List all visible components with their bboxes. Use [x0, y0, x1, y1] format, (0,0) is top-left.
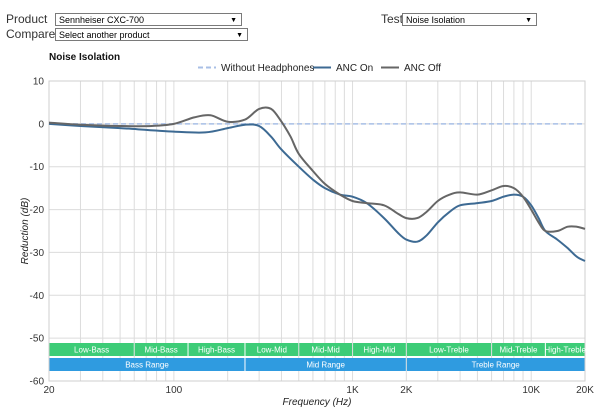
x-tick-label: 20: [43, 385, 55, 396]
legend-item-label: ANC Off: [404, 63, 441, 74]
plot-area-border: [48, 80, 586, 382]
band-low-bass: [49, 343, 134, 356]
band-label: Treble Range: [472, 361, 521, 370]
band-label: Mid Range: [306, 361, 345, 370]
band-treble-range: [406, 358, 585, 371]
band-label: Mid-Bass: [144, 346, 177, 355]
band-label: Mid-Treble: [500, 346, 538, 355]
product-select-value: Sennheiser CXC-700: [59, 15, 145, 25]
product-label: Product: [6, 12, 48, 26]
x-tick-label: 100: [166, 385, 183, 396]
series-line-anc-off: [48, 106, 586, 233]
band-bass-range: [49, 358, 245, 371]
y-tick-label: -30: [30, 248, 45, 259]
chevron-down-icon: ▼: [230, 17, 237, 24]
band-mid-bass: [134, 343, 188, 356]
x-tick-label: 2K: [400, 385, 413, 396]
test-select[interactable]: Noise Isolation ▼: [402, 13, 537, 26]
test-select-value: Noise Isolation: [406, 15, 466, 25]
band-mid-treble: [492, 343, 545, 356]
y-tick-label: -20: [30, 205, 45, 216]
band-mid-range: [245, 358, 406, 371]
x-tick-label: 20K: [576, 385, 594, 396]
y-tick-label: -10: [30, 162, 45, 173]
band-high-bass: [188, 343, 245, 356]
band-low-treble: [406, 343, 492, 356]
product-select[interactable]: Sennheiser CXC-700 ▼: [55, 13, 242, 26]
chart-title: Noise Isolation: [49, 52, 121, 63]
chevron-down-icon: ▼: [525, 17, 532, 24]
band-label: High-Mid: [363, 346, 395, 355]
legend-item-label: ANC On: [336, 63, 373, 74]
band-high-mid: [353, 343, 406, 356]
y-axis-label: Reduction (dB): [20, 198, 31, 265]
x-tick-label: 10K: [522, 385, 540, 396]
test-label: Test: [381, 12, 404, 26]
compare-label: Compare: [6, 27, 56, 41]
compare-select[interactable]: Select another product ▼: [55, 28, 248, 41]
chevron-down-icon: ▼: [236, 32, 243, 39]
band-label: High-Bass: [198, 346, 235, 355]
band-low-mid: [245, 343, 299, 356]
band-mid-mid: [299, 343, 353, 356]
band-high-treble: [545, 343, 585, 356]
y-tick-label: -50: [30, 334, 45, 345]
band-label: Low-Mid: [257, 346, 287, 355]
x-tick-label: 1K: [346, 385, 359, 396]
y-tick-label: -60: [30, 377, 45, 388]
series-line-anc-on: [48, 122, 586, 262]
band-label: Bass Range: [125, 361, 169, 370]
band-label: High-Treble: [544, 346, 586, 355]
y-tick-label: 10: [33, 77, 45, 88]
band-label: Mid-Mid: [311, 346, 339, 355]
band-label: Low-Bass: [74, 346, 109, 355]
band-label: Low-Treble: [429, 346, 469, 355]
x-axis-label: Frequency (Hz): [283, 397, 352, 408]
y-tick-label: 0: [38, 119, 44, 130]
y-tick-label: -40: [30, 291, 45, 302]
compare-select-value: Select another product: [59, 30, 150, 40]
legend-item-label: Without Headphones: [221, 63, 314, 74]
